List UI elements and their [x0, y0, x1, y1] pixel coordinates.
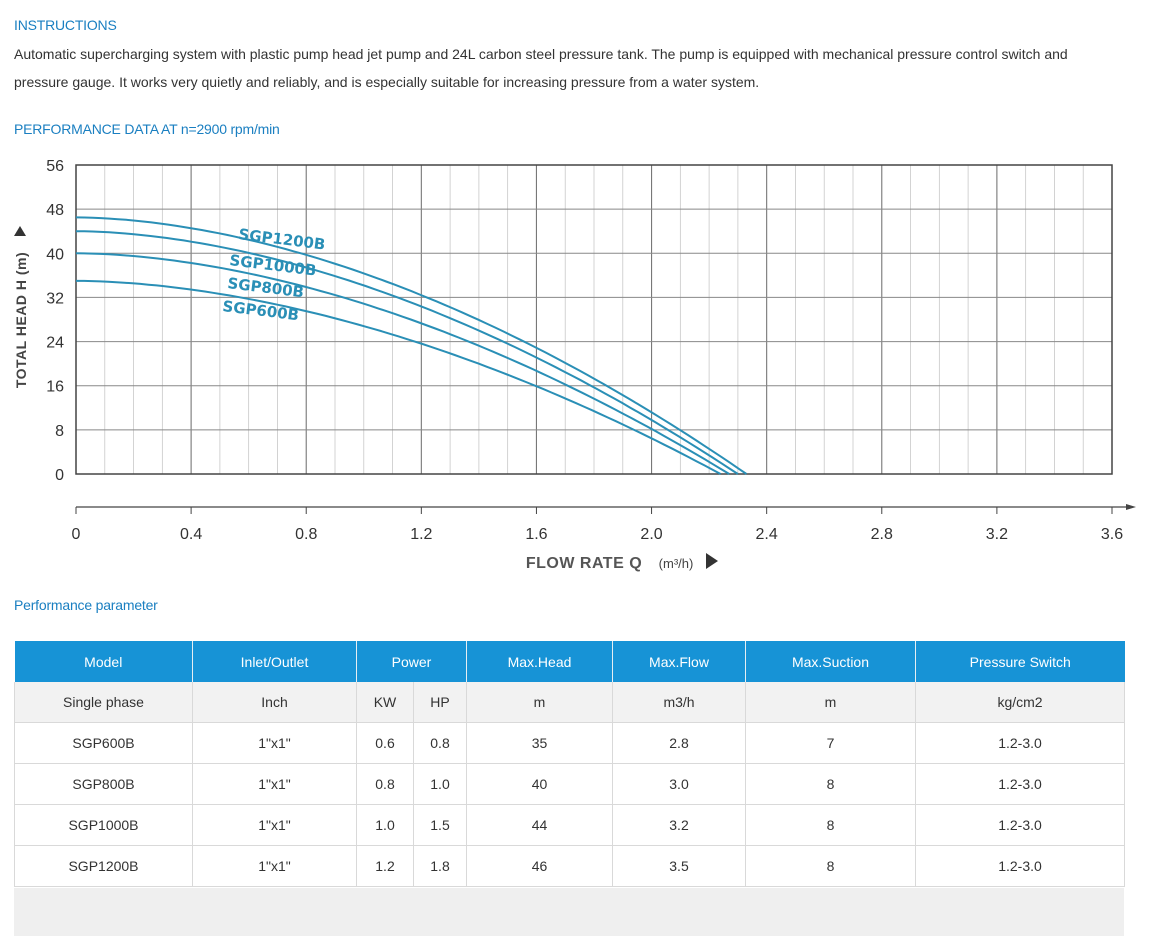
table-cell: 46 — [466, 845, 613, 887]
unit-cell: m — [745, 682, 916, 723]
units-row: Single phase Inch KW HP m m3/h m kg/cm2 — [14, 682, 1125, 723]
curve-sgp800b — [75, 252, 730, 475]
chart-grid — [76, 165, 1112, 474]
instructions-heading: INSTRUCTIONS — [14, 17, 117, 33]
header-max-suction: Max.Suction — [745, 641, 916, 682]
plot-frame — [75, 164, 1113, 475]
table-cell: SGP1000B — [14, 804, 193, 846]
curves — [75, 216, 748, 475]
y-tick-labels: 0 8 16 24 32 40 48 56 — [46, 158, 64, 484]
table-cell: 1.0 — [356, 804, 414, 846]
x-axis-title: FLOW RATE Q — [526, 555, 642, 572]
y-axis-arrow-icon — [14, 226, 26, 236]
table-row: SGP800B 1"x1" 0.8 1.0 40 3.0 8 1.2-3.0 — [14, 763, 1125, 805]
curve-label: SGP1200B — [238, 225, 327, 254]
table-cell: 3.2 — [612, 804, 746, 846]
table-cell: 44 — [466, 804, 613, 846]
instructions-text: Automatic supercharging system with plas… — [14, 46, 1068, 90]
table-cell: 0.6 — [356, 722, 414, 764]
x-axis-arrow-icon — [1126, 504, 1136, 510]
table-row: SGP1000B 1"x1" 1.0 1.5 44 3.2 8 1.2-3.0 — [14, 804, 1125, 846]
header-model: Model — [14, 641, 193, 682]
performance-heading: PERFORMANCE DATA AT n=2900 rpm/min — [14, 121, 280, 137]
x-tick-label: 3.6 — [1101, 526, 1123, 543]
header-pressure-switch: Pressure Switch — [915, 641, 1125, 682]
y-axis-title: TOTAL HEAD H (m) — [13, 252, 29, 388]
header-inlet-outlet: Inlet/Outlet — [192, 641, 357, 682]
unit-cell: m — [466, 682, 613, 723]
table-cell: 1.5 — [413, 804, 467, 846]
table-cell: 1"x1" — [192, 763, 357, 805]
header-power: Power — [356, 641, 467, 682]
curve-sgp1000b — [75, 230, 739, 475]
params-heading: Performance parameter — [14, 597, 158, 613]
table-cell: 1"x1" — [192, 804, 357, 846]
table-cell: 1.2 — [356, 845, 414, 887]
unit-cell: Single phase — [14, 682, 193, 723]
curve-sgp600b — [76, 279, 722, 475]
table-cell: 35 — [466, 722, 613, 764]
y-tick-label: 56 — [46, 158, 64, 175]
x-tick-label: 2.8 — [871, 526, 893, 543]
header-max-flow: Max.Flow — [612, 641, 746, 682]
table-row: SGP600B 1"x1" 0.6 0.8 35 2.8 7 1.2-3.0 — [14, 722, 1125, 764]
axis-titles: TOTAL HEAD H (m) FLOW RATE Q (m³/h) — [13, 226, 718, 572]
table-cell: 1"x1" — [192, 845, 357, 887]
x-tick-label: 0.4 — [180, 526, 202, 543]
table-cell: SGP800B — [14, 763, 193, 805]
unit-cell: kg/cm2 — [915, 682, 1125, 723]
table-cell: 1"x1" — [192, 722, 357, 764]
unit-cell: Inch — [192, 682, 357, 723]
performance-table: Model Inlet/Outlet Power Max.Head Max.Fl… — [14, 641, 1125, 887]
table-cell: 1.2-3.0 — [915, 763, 1125, 805]
x-tick-label: 1.6 — [525, 526, 547, 543]
table-cell: 0.8 — [356, 763, 414, 805]
table-cell: 1.0 — [413, 763, 467, 805]
table-cell: SGP600B — [14, 722, 193, 764]
x-tick-label: 1.2 — [410, 526, 432, 543]
table-cell: 8 — [745, 763, 916, 805]
x-tick-label: 0 — [72, 526, 81, 543]
y-tick-label: 40 — [46, 246, 64, 263]
table-cell: 1.8 — [413, 845, 467, 887]
x-axis: 0 0.4 0.8 1.2 1.6 2.0 2.4 2.8 3.2 3.6 — [72, 504, 1136, 543]
y-tick-label: 32 — [46, 290, 64, 307]
footer-bar — [14, 888, 1124, 936]
x-axis-unit: (m³/h) — [659, 556, 694, 571]
table-header-row: Model Inlet/Outlet Power Max.Head Max.Fl… — [14, 641, 1125, 682]
table-cell: 3.0 — [612, 763, 746, 805]
y-tick-label: 24 — [46, 335, 64, 352]
table-cell: 40 — [466, 763, 613, 805]
table-cell: 7 — [745, 722, 916, 764]
y-tick-label: 0 — [55, 467, 64, 484]
unit-cell: KW — [356, 682, 414, 723]
x-tick-label: 2.4 — [756, 526, 778, 543]
table-cell: 1.2-3.0 — [915, 804, 1125, 846]
table-row: SGP1200B 1"x1" 1.2 1.8 46 3.5 8 1.2-3.0 — [14, 845, 1125, 887]
table-cell: 8 — [745, 804, 916, 846]
table-cell: 0.8 — [413, 722, 467, 764]
unit-cell: HP — [413, 682, 467, 723]
table-cell: 1.2-3.0 — [915, 845, 1125, 887]
table-cell: 3.5 — [612, 845, 746, 887]
unit-cell: m3/h — [612, 682, 746, 723]
performance-chart: 0 8 16 24 32 40 48 56 0 0.4 0.8 1.2 1.6 2.0 2.4 2.8 3.2… — [13, 158, 1136, 572]
y-tick-label: 8 — [55, 423, 64, 440]
y-tick-label: 16 — [46, 379, 64, 396]
table-cell: 8 — [745, 845, 916, 887]
table-cell: 1.2-3.0 — [915, 722, 1125, 764]
x-tick-label: 2.0 — [640, 526, 662, 543]
y-tick-label: 48 — [46, 202, 64, 219]
curve-sgp1200b — [75, 216, 748, 475]
table-cell: 2.8 — [612, 722, 746, 764]
x-tick-label: 0.8 — [295, 526, 317, 543]
header-max-head: Max.Head — [466, 641, 613, 682]
table-cell: SGP1200B — [14, 845, 193, 887]
x-axis-title-arrow-icon — [706, 553, 718, 569]
curve-label: SGP600B — [222, 297, 300, 324]
x-tick-label: 3.2 — [986, 526, 1008, 543]
